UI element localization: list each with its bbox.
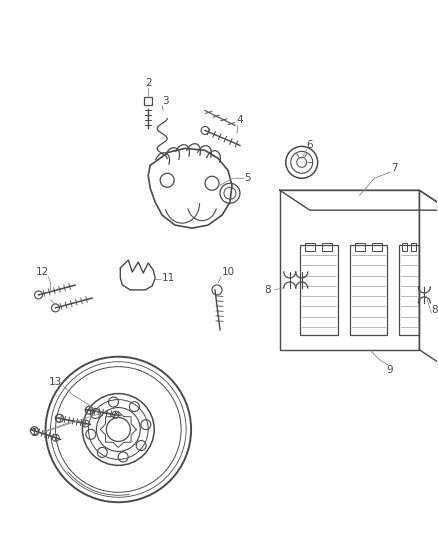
Text: 9: 9: [386, 365, 393, 375]
Text: 6: 6: [307, 140, 313, 150]
Bar: [403, 243, 407, 251]
Bar: [280, 190, 419, 350]
Text: 3: 3: [162, 95, 169, 106]
Text: 11: 11: [162, 273, 175, 283]
Bar: [355, 243, 365, 251]
Text: 2: 2: [145, 78, 152, 87]
Text: 7: 7: [391, 163, 398, 173]
Text: 13: 13: [49, 377, 62, 386]
Text: 8: 8: [265, 285, 271, 295]
Text: 4: 4: [237, 116, 243, 125]
Text: 10: 10: [221, 267, 234, 277]
Bar: [322, 243, 332, 251]
Bar: [372, 243, 382, 251]
Text: 8: 8: [431, 305, 438, 315]
Bar: [300, 245, 338, 335]
Bar: [411, 243, 417, 251]
Bar: [305, 243, 315, 251]
Text: 1: 1: [31, 429, 38, 439]
Text: 12: 12: [36, 267, 49, 277]
Bar: [350, 245, 388, 335]
Bar: [399, 245, 419, 335]
Text: 5: 5: [244, 173, 251, 183]
